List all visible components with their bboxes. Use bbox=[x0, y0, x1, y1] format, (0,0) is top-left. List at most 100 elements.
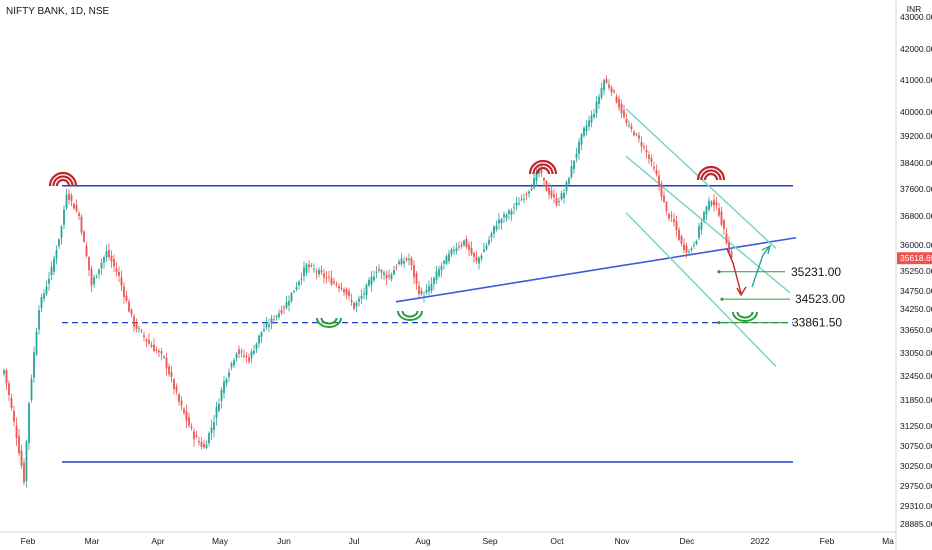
candle-body bbox=[105, 250, 108, 258]
candle-body bbox=[28, 403, 30, 443]
y-tick-label: 36800.00 bbox=[900, 211, 932, 221]
candle bbox=[15, 417, 18, 446]
candle-body bbox=[260, 332, 263, 338]
candle bbox=[470, 241, 473, 256]
candle-body bbox=[280, 310, 283, 314]
candle-body bbox=[423, 296, 425, 298]
candle bbox=[460, 241, 463, 249]
candle-body bbox=[298, 281, 300, 286]
candle bbox=[515, 197, 518, 211]
candle bbox=[598, 93, 600, 110]
candle-body bbox=[505, 214, 508, 219]
candle-body bbox=[110, 255, 113, 262]
candle bbox=[505, 212, 508, 222]
candle-body bbox=[390, 274, 393, 280]
candle bbox=[178, 392, 180, 406]
head-marker-middle bbox=[528, 159, 558, 175]
candle-body bbox=[445, 255, 448, 264]
candle bbox=[450, 247, 453, 257]
candle bbox=[73, 202, 75, 210]
candle bbox=[513, 203, 515, 215]
candle bbox=[150, 341, 153, 348]
candle bbox=[310, 262, 313, 268]
candle-body bbox=[690, 248, 693, 250]
candle bbox=[45, 280, 48, 296]
candle bbox=[570, 160, 573, 179]
x-tick-label: Oct bbox=[550, 536, 564, 546]
candle-body bbox=[328, 276, 330, 278]
candle bbox=[595, 95, 598, 118]
last-price-label: 35618.65 bbox=[900, 253, 932, 263]
candle-body bbox=[265, 323, 268, 328]
candle-body bbox=[673, 219, 675, 223]
candle bbox=[40, 293, 43, 312]
candle-body bbox=[600, 87, 603, 98]
candle bbox=[145, 338, 148, 348]
candle bbox=[555, 192, 558, 208]
candle-body bbox=[403, 261, 405, 264]
candle bbox=[503, 211, 505, 223]
candle bbox=[148, 333, 150, 346]
candle bbox=[255, 342, 258, 354]
candle-body bbox=[640, 141, 643, 147]
candle-body bbox=[645, 150, 648, 153]
candle-body bbox=[470, 247, 473, 255]
candle bbox=[355, 300, 358, 312]
candle-body bbox=[335, 283, 338, 286]
candle-body bbox=[138, 328, 140, 330]
candle bbox=[3, 368, 5, 377]
candle-body bbox=[263, 329, 265, 331]
candle bbox=[670, 210, 673, 222]
candle-body bbox=[240, 351, 243, 353]
candle bbox=[490, 231, 493, 243]
candle-body bbox=[440, 265, 443, 271]
candle-body bbox=[593, 113, 595, 117]
candle-body bbox=[613, 90, 615, 93]
candle bbox=[195, 430, 198, 439]
candle bbox=[495, 220, 498, 232]
candle-body bbox=[488, 239, 490, 245]
candle-body bbox=[455, 248, 458, 251]
candle-body bbox=[278, 313, 280, 318]
bottom-arc bbox=[320, 317, 338, 325]
candle bbox=[248, 353, 250, 364]
candle bbox=[715, 196, 718, 210]
candle-body bbox=[345, 288, 348, 295]
candle bbox=[278, 309, 280, 320]
candle-body bbox=[130, 309, 133, 315]
candle-body bbox=[533, 178, 535, 188]
candle-body bbox=[670, 215, 673, 217]
candle-body bbox=[545, 181, 548, 191]
candle-body bbox=[630, 125, 633, 129]
candle bbox=[65, 188, 68, 211]
candle bbox=[680, 234, 683, 247]
candle-body bbox=[408, 258, 410, 261]
candle bbox=[500, 217, 503, 230]
candle bbox=[213, 414, 215, 438]
candle-body bbox=[473, 253, 475, 257]
candle bbox=[578, 137, 580, 160]
candle-body bbox=[70, 195, 73, 201]
candle bbox=[30, 374, 33, 403]
candle-body bbox=[665, 202, 668, 211]
candle bbox=[528, 189, 530, 198]
candle-body bbox=[223, 381, 225, 393]
candle bbox=[135, 318, 138, 333]
bottom-arc bbox=[401, 310, 419, 318]
y-tick-label: 39200.00 bbox=[900, 131, 932, 141]
candle bbox=[590, 110, 593, 128]
candle bbox=[100, 258, 103, 275]
candle-body bbox=[383, 272, 385, 275]
candle-body bbox=[340, 288, 343, 290]
candle bbox=[183, 406, 185, 416]
candle bbox=[518, 197, 520, 206]
candle bbox=[550, 185, 553, 200]
candle-body bbox=[610, 87, 613, 93]
candle-body bbox=[628, 124, 630, 126]
candle-body bbox=[570, 166, 573, 178]
candle-body bbox=[490, 233, 493, 238]
chart-header: NIFTY BANK, 1D, NSE bbox=[6, 6, 109, 17]
candle-body bbox=[598, 96, 600, 104]
candle bbox=[563, 188, 565, 204]
